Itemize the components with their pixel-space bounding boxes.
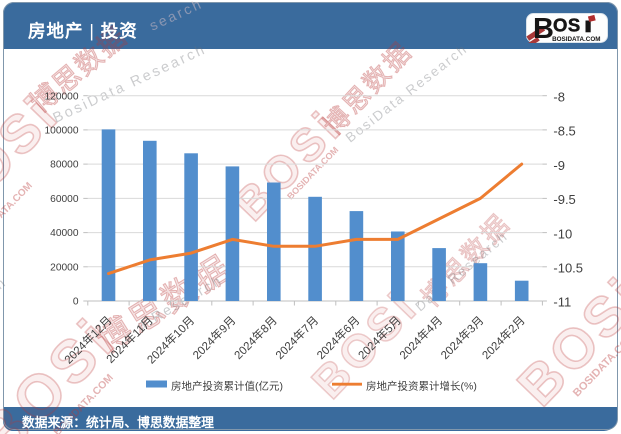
svg-text:-10.5: -10.5 <box>553 261 583 276</box>
svg-text:120000: 120000 <box>45 91 79 102</box>
svg-text:80000: 80000 <box>50 160 79 171</box>
svg-text:100000: 100000 <box>45 126 79 137</box>
svg-text:-9.5: -9.5 <box>553 192 575 207</box>
svg-text:-8.5: -8.5 <box>553 124 575 139</box>
svg-text:2024年3月: 2024年3月 <box>438 313 487 362</box>
svg-text:2024年2月: 2024年2月 <box>479 313 528 362</box>
svg-text:60000: 60000 <box>50 194 79 205</box>
svg-text:2024年4月: 2024年4月 <box>396 313 445 362</box>
svg-text:-8: -8 <box>553 89 565 104</box>
svg-text:2024年7月: 2024年7月 <box>272 313 321 362</box>
svg-text:40000: 40000 <box>50 228 79 239</box>
svg-text:2024年9月: 2024年9月 <box>190 313 239 362</box>
svg-text:房地产投资累计值(亿元): 房地产投资累计值(亿元) <box>171 380 283 393</box>
svg-text:-9: -9 <box>553 158 565 173</box>
svg-text:2024年8月: 2024年8月 <box>231 313 280 362</box>
svg-text:BOSIDATA.COM: BOSIDATA.COM <box>552 36 600 43</box>
svg-text:20000: 20000 <box>50 262 79 273</box>
svg-text:OS: OS <box>553 15 581 36</box>
svg-text:2024年5月: 2024年5月 <box>355 313 404 362</box>
svg-text:0: 0 <box>73 297 79 308</box>
svg-text:B: B <box>533 13 554 43</box>
svg-text:房地产投资累计增长(%): 房地产投资累计增长(%) <box>366 380 477 393</box>
svg-text:-11: -11 <box>553 295 571 310</box>
svg-text:-10: -10 <box>553 226 572 241</box>
svg-text:2024年6月: 2024年6月 <box>314 313 363 362</box>
